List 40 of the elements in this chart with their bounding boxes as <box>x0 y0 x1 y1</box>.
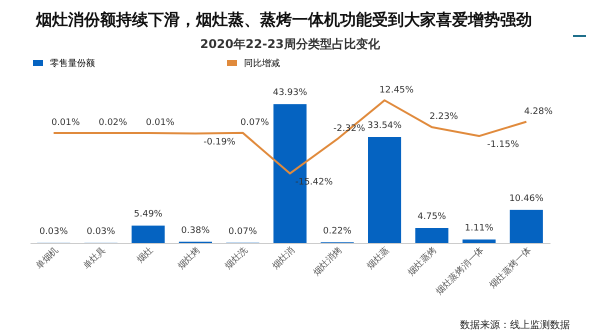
data-label: 2.23% <box>430 112 459 122</box>
x-tick-label: 烟灶蒸烤 <box>406 244 439 278</box>
data-label: 10.46% <box>509 194 544 204</box>
data-label: 0.02% <box>98 118 128 128</box>
bar <box>462 239 496 243</box>
data-label: 0.38% <box>181 226 210 236</box>
x-tick-label: 烟灶烤 <box>176 244 203 272</box>
bar <box>415 228 448 243</box>
data-label: 0.07% <box>228 226 258 237</box>
source-note: 数据来源：线上监测数据 <box>460 318 570 332</box>
data-label: 0.03% <box>86 226 116 237</box>
data-label: 0.01% <box>51 118 80 128</box>
data-label: 0.07% <box>240 118 270 128</box>
data-label: 43.93% <box>272 88 308 98</box>
x-tick-label: 烟灶蒸烤一体 <box>487 244 534 291</box>
x-tick-label: 烟灶 <box>134 244 156 266</box>
x-tick-label: 烟灶蒸 <box>364 244 392 272</box>
chart-title: 烟灶消份额持续下滑，烟灶蒸、蒸烤一体机功能受到大家喜爱增势强劲 <box>14 0 586 37</box>
data-label: 4.28% <box>524 106 554 117</box>
legend-label: 同比增减 <box>244 58 280 69</box>
data-label: 0.22% <box>322 226 352 236</box>
x-tick-label: 单灶具 <box>81 244 108 272</box>
data-label: 33.54% <box>367 120 402 131</box>
bar <box>368 136 402 243</box>
data-label: -1.15% <box>487 140 520 150</box>
x-tick-label: 烟灶消烤 <box>311 244 344 278</box>
data-label: 0.01% <box>146 118 175 128</box>
data-label: 5.49% <box>134 210 163 220</box>
x-tick-label: 烟灶消 <box>270 244 298 272</box>
data-label: 1.11% <box>464 223 494 234</box>
data-label: -0.19% <box>204 138 236 148</box>
data-label: 0.03% <box>39 226 68 237</box>
chart-subtitle: 2020年22-23周分类型占比变化 <box>200 37 381 51</box>
x-tick-label: 烟灶洗 <box>222 244 250 272</box>
data-label: 12.45% <box>379 85 414 96</box>
data-label: 4.75% <box>418 212 447 222</box>
bar <box>510 210 543 243</box>
x-tick-label: 单烟机 <box>34 244 61 272</box>
legend-label: 零售量份额 <box>50 58 95 69</box>
bar <box>132 226 165 243</box>
